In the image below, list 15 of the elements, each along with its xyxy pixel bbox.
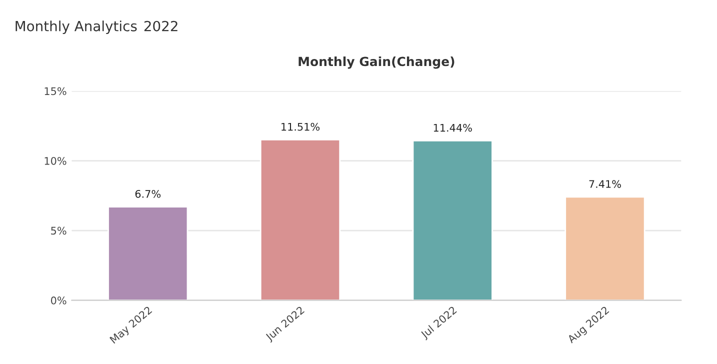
data-label: 11.51% [282,122,320,131]
y-tick-label: 15% [44,87,66,96]
text: Monthly Analytics [16,20,137,34]
data-label: 7.41% [589,180,621,188]
y-tick-label: 0% [51,296,66,304]
bar [412,140,493,300]
text: 2022 [144,20,178,32]
data-label: 11.44% [434,124,472,132]
y-tick-label: 10% [44,156,66,165]
y-tick-label: 5% [51,226,66,235]
bar [564,196,646,300]
chart-title: Monthly Gain(Change) [298,56,454,69]
bar [260,139,341,300]
data-label: 6.7% [135,190,161,198]
bar [108,206,188,300]
